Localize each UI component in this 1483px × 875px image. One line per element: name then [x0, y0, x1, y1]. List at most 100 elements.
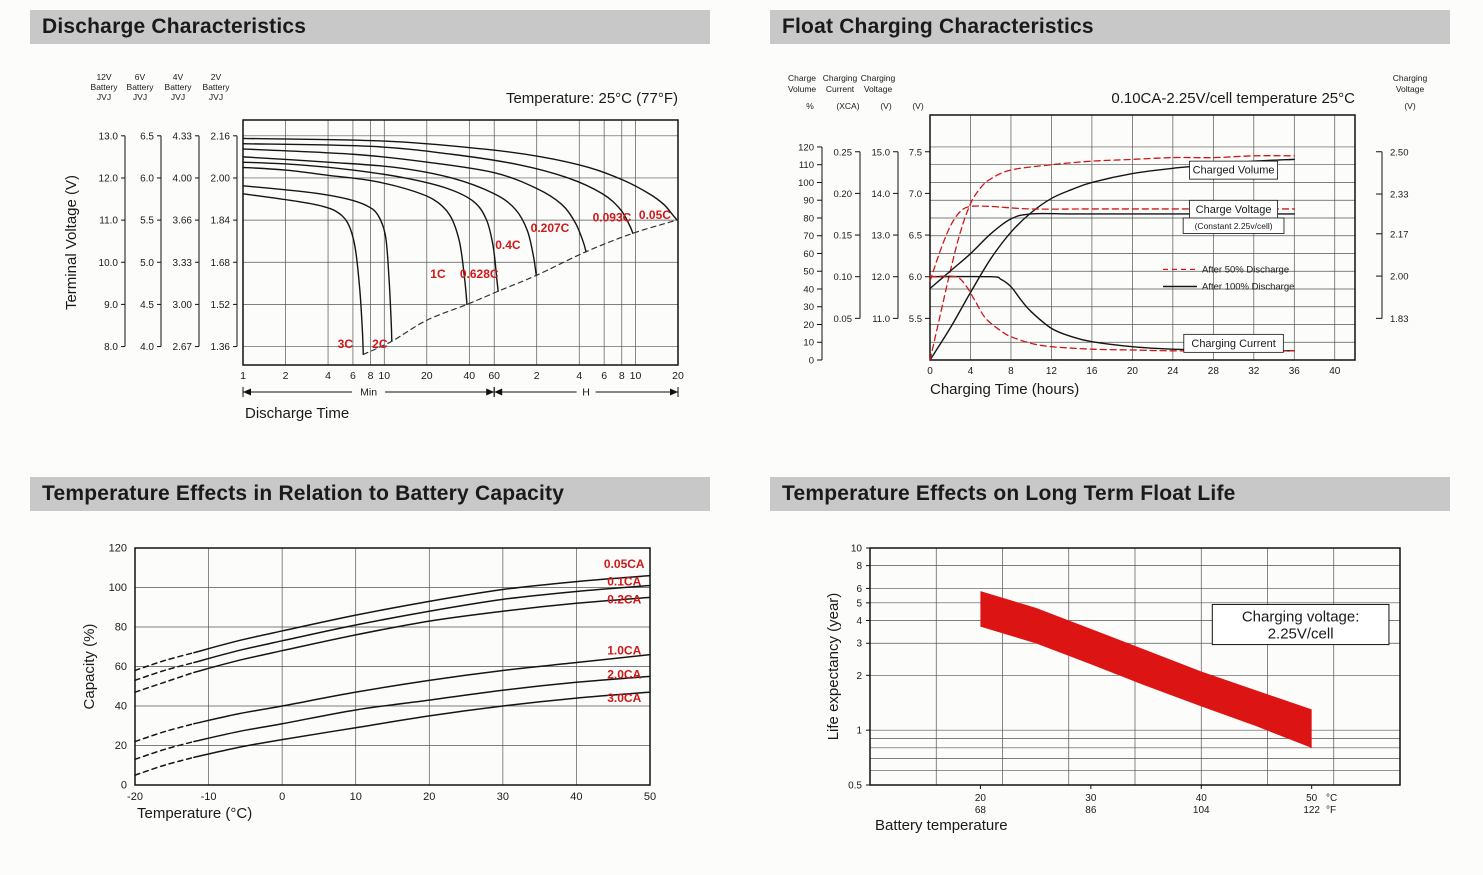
svg-text:2C: 2C — [372, 337, 388, 351]
svg-text:6: 6 — [856, 584, 862, 595]
svg-text:28: 28 — [1208, 366, 1220, 377]
svg-text:120: 120 — [798, 142, 814, 153]
svg-text:2: 2 — [283, 370, 289, 382]
svg-text:9.0: 9.0 — [104, 300, 118, 311]
svg-text:10: 10 — [630, 370, 642, 382]
temperature-capacity-chart: -20 -10 0 10 20 30 40 50 0 20 40 60 80 100 120 0.05CA 0.… — [81, 543, 656, 823]
svg-text:0.4C: 0.4C — [495, 238, 521, 252]
svg-text:Life expectancy (year): Life expectancy (year) — [825, 593, 842, 741]
svg-text:0.10: 0.10 — [834, 272, 853, 283]
svg-text:Battery: Battery — [165, 82, 193, 92]
svg-text:Voltage: Voltage — [864, 84, 893, 94]
svg-text:JVJ: JVJ — [97, 92, 111, 102]
svg-text:80: 80 — [803, 213, 814, 224]
section-title-float-charging-text: Float Charging Characteristics — [782, 15, 1094, 38]
svg-text:Charged Volume: Charged Volume — [1193, 165, 1275, 177]
svg-text:°F: °F — [1326, 805, 1336, 816]
svg-text:0: 0 — [927, 366, 933, 377]
svg-text:0.2CA: 0.2CA — [607, 592, 641, 606]
svg-text:4: 4 — [968, 366, 974, 377]
svg-text:Charging voltage:: Charging voltage: — [1242, 608, 1360, 625]
section-title-temp-capacity-text: Temperature Effects in Relation to Batte… — [42, 482, 565, 505]
svg-text:Battery temperature: Battery temperature — [875, 817, 1008, 834]
svg-text:2.16: 2.16 — [211, 131, 231, 142]
svg-text:2.67: 2.67 — [173, 342, 193, 353]
svg-text:7.0: 7.0 — [909, 189, 922, 200]
svg-text:2.00: 2.00 — [1390, 272, 1409, 283]
svg-text:Charge Voltage: Charge Voltage — [1196, 204, 1272, 216]
svg-text:20: 20 — [421, 370, 433, 382]
svg-text:1.52: 1.52 — [211, 300, 231, 311]
svg-text:Volume: Volume — [788, 84, 817, 94]
section-title-discharge-text: Discharge Characteristics — [42, 15, 307, 38]
section-title-float-charging: Float Charging Characteristics — [770, 10, 1450, 44]
svg-text:12.0: 12.0 — [99, 173, 119, 184]
svg-text:2.33: 2.33 — [1390, 190, 1409, 201]
svg-text:2.25V/cell: 2.25V/cell — [1268, 625, 1334, 642]
section-title-discharge: Discharge Characteristics — [30, 10, 710, 44]
svg-text:20: 20 — [115, 740, 127, 752]
svg-text:6: 6 — [350, 370, 356, 382]
svg-text:1.83: 1.83 — [1390, 314, 1409, 325]
svg-text:8: 8 — [856, 561, 862, 572]
svg-text:2.50: 2.50 — [1390, 147, 1409, 158]
svg-text:70: 70 — [803, 231, 814, 242]
svg-text:20: 20 — [975, 793, 987, 804]
svg-text:7.5: 7.5 — [909, 147, 922, 158]
svg-text:Battery: Battery — [91, 82, 119, 92]
svg-text:11.0: 11.0 — [99, 216, 118, 227]
svg-text:8: 8 — [619, 370, 625, 382]
svg-text:8: 8 — [1008, 366, 1014, 377]
svg-text:20: 20 — [1127, 366, 1139, 377]
svg-text:6.5: 6.5 — [140, 131, 154, 142]
svg-text:1.36: 1.36 — [211, 342, 231, 353]
svg-text:1: 1 — [240, 370, 246, 382]
svg-text:110: 110 — [799, 160, 814, 171]
section-title-float-life-text: Temperature Effects on Long Term Float L… — [782, 482, 1236, 505]
svg-text:12.0: 12.0 — [872, 272, 891, 283]
svg-text:3.00: 3.00 — [173, 300, 193, 311]
svg-text:Charging: Charging — [861, 73, 896, 83]
svg-text:0.15: 0.15 — [834, 231, 853, 242]
svg-text:1.84: 1.84 — [211, 216, 231, 227]
svg-text:32: 32 — [1248, 366, 1260, 377]
svg-text:0.10CA-2.25V/cell temperature: 0.10CA-2.25V/cell temperature 25°C — [1111, 90, 1355, 107]
svg-text:5.5: 5.5 — [140, 216, 154, 227]
svg-text:3.0CA: 3.0CA — [607, 691, 641, 705]
svg-text:1: 1 — [856, 726, 862, 737]
svg-text:40: 40 — [1329, 366, 1341, 377]
svg-text:4.5: 4.5 — [140, 300, 154, 311]
svg-text:H: H — [582, 387, 590, 399]
section-title-temp-capacity: Temperature Effects in Relation to Batte… — [30, 477, 710, 511]
svg-text:12: 12 — [1046, 366, 1058, 377]
svg-text:0.25: 0.25 — [834, 147, 853, 158]
svg-text:40: 40 — [1196, 793, 1208, 804]
svg-text:4: 4 — [856, 616, 862, 627]
svg-text:16: 16 — [1086, 366, 1098, 377]
svg-text:1C: 1C — [430, 267, 446, 281]
svg-text:0.5: 0.5 — [848, 781, 862, 792]
discharge-characteristics-chart: 1 2 4 6 8 10 20 40 60 2 4 6 8 10 2012VBatteryJVJ13.012… — [63, 72, 684, 422]
svg-text:2: 2 — [534, 370, 540, 382]
svg-text:8.0: 8.0 — [104, 342, 118, 353]
svg-text:Capacity (%): Capacity (%) — [81, 624, 98, 710]
svg-text:4.00: 4.00 — [173, 173, 193, 184]
svg-text:After 100% Discharge: After 100% Discharge — [1202, 282, 1294, 293]
svg-text:36: 36 — [1289, 366, 1301, 377]
svg-text:Voltage: Voltage — [1396, 84, 1425, 94]
svg-text:4.33: 4.33 — [173, 131, 193, 142]
svg-text:2.00: 2.00 — [211, 173, 231, 184]
svg-text:10: 10 — [350, 791, 362, 803]
svg-text:Current: Current — [826, 84, 855, 94]
svg-text:0: 0 — [279, 791, 285, 803]
svg-text:24: 24 — [1167, 366, 1179, 377]
svg-text:0: 0 — [809, 356, 814, 367]
svg-text:2.0CA: 2.0CA — [607, 667, 641, 681]
svg-text:%: % — [806, 101, 814, 111]
svg-text:40: 40 — [463, 370, 475, 382]
svg-text:50: 50 — [803, 267, 814, 278]
svg-text:86: 86 — [1085, 805, 1097, 816]
svg-text:Temperature: 25°C (77°F): Temperature: 25°C (77°F) — [506, 90, 678, 107]
